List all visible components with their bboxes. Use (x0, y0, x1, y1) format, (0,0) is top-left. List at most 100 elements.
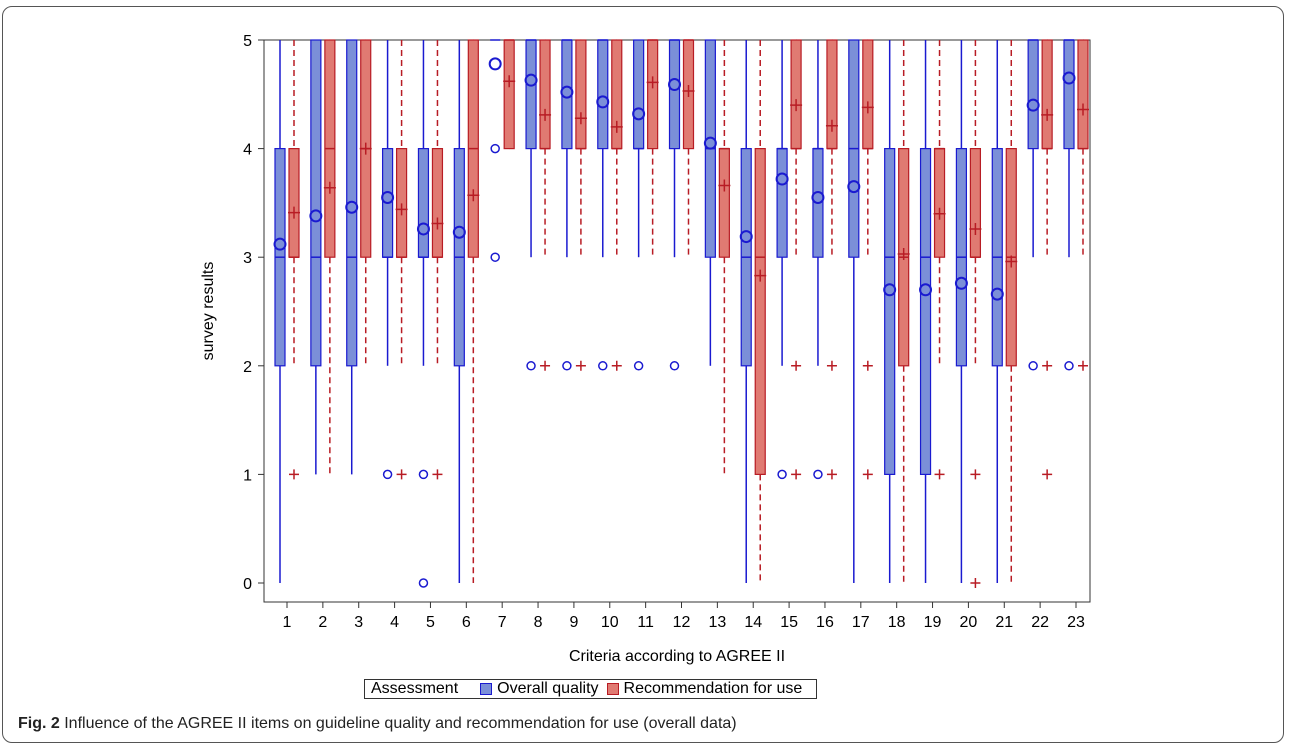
outlier-marker-recommendation (791, 360, 802, 371)
iqr-box-recommendation (969, 148, 982, 258)
outlier-marker-overall (1028, 361, 1038, 371)
mean-marker-overall (345, 200, 359, 214)
mean-marker-overall (309, 209, 323, 223)
box-recommendation-2 (323, 39, 336, 475)
x-tick-label: 6 (462, 614, 471, 631)
x-tick-label: 4 (390, 614, 399, 631)
outlier-marker-recommendation (289, 469, 299, 480)
box-recommendation-1 (288, 40, 300, 480)
outlier-marker-recommendation (1042, 360, 1053, 371)
outlier-marker-overall (526, 361, 536, 371)
outlier-marker-recommendation (970, 469, 981, 480)
mean-marker-recommendation (969, 222, 982, 235)
box-recommendation-6 (467, 39, 480, 583)
mean-marker-overall (560, 85, 574, 99)
outlier-marker-recommendation (934, 469, 945, 480)
mean-marker-recommendation (574, 112, 587, 125)
box-overall-15 (775, 40, 789, 480)
caption-label: Fig. 2 (18, 715, 60, 732)
mean-marker-overall (811, 190, 825, 204)
x-tick-label: 22 (1031, 614, 1049, 631)
legend-label-recommendation: Recommendation for use (623, 680, 803, 697)
box-recommendation-9 (574, 39, 587, 371)
box-recommendation-13 (718, 40, 731, 475)
x-tick-label: 5 (426, 614, 435, 631)
mean-marker-overall (1026, 98, 1040, 112)
mean-marker-overall (954, 276, 968, 290)
y-tick-label: 4 (243, 142, 252, 159)
caption-text: Influence of the AGREE II items on guide… (64, 715, 737, 732)
mean-marker-overall (703, 136, 717, 150)
iqr-box-recommendation (395, 148, 408, 258)
box-overall-3 (345, 39, 359, 475)
box-recommendation-23 (1077, 39, 1089, 371)
box-overall-4 (381, 40, 395, 480)
box-recommendation-14 (754, 40, 767, 583)
x-tick-label: 9 (569, 614, 578, 631)
mean-marker-recommendation (467, 189, 480, 202)
y-axis-label: survey results (200, 262, 217, 361)
mean-marker-overall (488, 57, 502, 71)
legend-item-overall: Overall quality (480, 680, 599, 698)
y-tick-label: 1 (243, 467, 252, 484)
mean-marker-overall (273, 237, 287, 251)
mean-marker-overall (632, 107, 646, 121)
box-recommendation-19 (933, 40, 946, 480)
iqr-box-recommendation (718, 148, 730, 258)
iqr-box-recommendation (862, 39, 874, 150)
mean-marker-recommendation (897, 247, 910, 260)
iqr-box-recommendation (933, 148, 946, 258)
box-recommendation-7 (503, 39, 516, 150)
box-recommendation-15 (790, 39, 803, 480)
legend: Assessment Overall quality Recommendatio… (364, 679, 818, 699)
box-overall-2 (309, 39, 323, 475)
iqr-box-recommendation (647, 39, 659, 150)
legend-item-recommendation: Recommendation for use (606, 680, 803, 698)
outlier-marker-overall (562, 361, 572, 371)
iqr-box-recommendation (575, 39, 587, 150)
box-overall-21 (990, 40, 1004, 583)
x-axis-label: Criteria according to AGREE II (569, 648, 785, 665)
iqr-box-recommendation (826, 39, 838, 150)
box-overall-18 (883, 40, 897, 583)
outlier-marker-recommendation (1078, 360, 1088, 371)
outlier-marker-overall (598, 361, 608, 371)
mean-marker-recommendation (825, 119, 838, 132)
box-overall-14 (739, 40, 753, 583)
box-overall-20 (954, 40, 968, 583)
mean-marker-recommendation (861, 101, 874, 114)
box-recommendation-22 (1041, 39, 1054, 480)
box-recommendation-5 (431, 40, 444, 480)
mean-marker-recommendation (431, 217, 444, 230)
y-tick-label: 2 (243, 359, 252, 376)
x-tick-label: 8 (534, 614, 543, 631)
x-tick-label: 2 (318, 614, 327, 631)
box-overall-23 (1062, 39, 1076, 371)
x-tick-label: 18 (888, 614, 906, 631)
legend-swatch-overall (480, 683, 493, 695)
outlier-marker-overall (669, 361, 680, 371)
mean-marker-overall (596, 95, 610, 109)
outlier-marker-recommendation (862, 360, 873, 371)
box-recommendation-11 (646, 39, 659, 258)
mean-marker-recommendation (395, 203, 408, 216)
mean-marker-overall (668, 78, 681, 92)
mean-marker-recommendation (503, 75, 516, 88)
x-tick-label: 19 (924, 614, 942, 631)
box-recommendation-16 (825, 39, 838, 480)
outlier-marker-recommendation (611, 360, 622, 371)
x-tick-label: 15 (780, 614, 798, 631)
box-overall-6 (452, 40, 466, 583)
box-overall-19 (919, 40, 933, 583)
x-tick-label: 13 (708, 614, 726, 631)
mean-marker-recommendation (610, 120, 623, 133)
legend-label-overall: Overall quality (497, 680, 599, 697)
iqr-box-recommendation (539, 39, 551, 150)
outlier-marker-overall (490, 252, 500, 262)
box-overall-7 (488, 39, 502, 262)
box-overall-8 (524, 39, 538, 371)
box-recommendation-18 (897, 40, 910, 583)
iqr-box-overall (633, 39, 645, 150)
box-overall-13 (703, 39, 717, 366)
outlier-marker-recommendation (970, 578, 981, 588)
